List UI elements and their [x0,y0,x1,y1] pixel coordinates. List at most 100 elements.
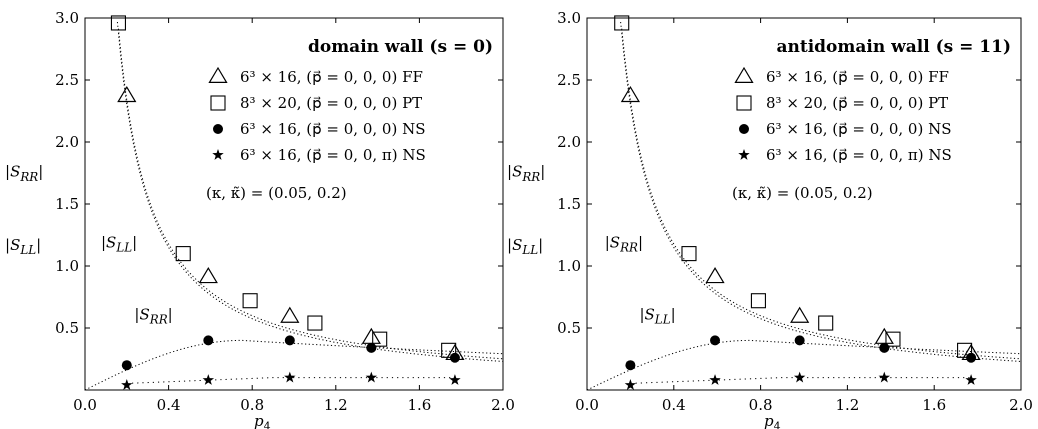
data-point-dot [284,335,295,346]
x-tick-label: 1.6 [407,396,431,414]
fit-curve-pt [621,28,1022,360]
x-tick-label: 1.6 [922,396,946,414]
data-point-square [175,246,191,262]
data-point-square [750,293,766,309]
y-tick-label: 1.0 [557,257,581,275]
data-point-square [614,15,630,31]
y-axis-label-upper: |SRR| [5,163,43,184]
chart-title: antidomain wall (s = 11) [776,37,1011,57]
legend-marker-star [738,149,750,160]
x-axis-label: p4 [764,412,781,429]
data-point-square [372,331,388,347]
y-tick-label: 2.0 [557,133,581,151]
fit-curve-ff [620,21,1022,362]
legend-label: 6³ × 16, (p⃗ = 0, 0, π) NS [766,146,952,164]
y-axis-label-lower: |SLL| [5,236,41,257]
params-label: (κ, κ̃) = (0.05, 0.2) [206,184,347,202]
y-tick-label: 1.5 [55,195,79,213]
data-point-square [957,342,973,358]
legend-marker-star [212,149,224,160]
y-tick-label: 0.5 [55,319,79,337]
fit-curve-ns [586,339,1022,391]
x-tick-label: 1.2 [835,396,859,414]
data-point-star [878,371,890,383]
x-tick-label: 2.0 [1009,396,1033,414]
data-point-square [885,331,901,347]
curve-annotation: |SRR| [605,233,643,254]
x-tick-label: 0.4 [662,396,686,414]
data-point-star [624,379,637,390]
legend-marker-triangle [208,66,228,84]
data-point-dot [203,335,214,346]
data-point-dot [366,342,377,353]
data-point-triangle [280,306,300,323]
legend-label: 6³ × 16, (p⃗ = 0, 0, 0) FF [240,68,423,86]
y-tick-label: 1.0 [55,257,79,275]
y-axis-label-lower: |SLL| [507,236,543,257]
y-tick-label: 2.5 [55,71,79,89]
data-point-triangle [790,306,810,323]
legend-label: 8³ × 20, (p⃗ = 0, 0, 0) PT [240,94,422,112]
data-point-star [449,374,461,385]
y-axis-label-upper: |SRR| [507,163,545,184]
data-point-dot [710,335,721,346]
curve-annotation: |SRR| [134,305,172,326]
data-point-dot [966,352,977,363]
y-tick-label: 2.0 [55,133,79,151]
legend-label: 6³ × 16, (p⃗ = 0, 0, 0) NS [766,120,952,138]
data-point-triangle [705,266,725,284]
fit-curve-ns [84,339,504,391]
data-point-square [818,315,834,331]
data-point-star [202,374,215,385]
legend-label: 6³ × 16, (p⃗ = 0, 0, π) NS [240,146,426,164]
curve-annotation: |SLL| [101,233,137,254]
data-point-square [441,342,457,358]
data-point-star [121,379,133,390]
x-tick-label: 0.8 [749,396,773,414]
data-point-star [709,374,721,385]
legend-marker-dot [213,124,223,134]
y-tick-label: 0.5 [557,319,581,337]
data-point-triangle [198,266,218,284]
x-tick-label: 0.8 [240,396,264,414]
data-point-triangle [874,327,894,344]
legend-marker-square [210,95,226,111]
data-point-square [307,315,323,331]
data-point-square [110,15,126,31]
x-tick-label: 0.4 [157,396,181,414]
params-label: (κ, κ̃) = (0.05, 0.2) [732,184,873,202]
curve-annotation: |SLL| [639,305,675,326]
data-point-triangle [117,85,137,103]
data-point-triangle [620,85,641,103]
chart-svg: 0.0 0.4 0.8 1.2 1.6 2.0 0.5 1.0 1.5 2.0 2.5 3.0 p4 |S… [507,9,1033,429]
x-axis-label: p4 [254,412,271,429]
x-tick-label: 1.2 [324,396,348,414]
y-tick-label: 3.0 [557,9,581,27]
fit-curve-ff [116,21,504,362]
data-point-square [242,293,258,309]
legend-marker-triangle [734,66,754,84]
data-point-star [365,371,378,383]
data-point-square [681,246,697,262]
data-point-dot [879,342,890,353]
legend-marker-dot [739,124,749,134]
y-tick-label: 1.5 [557,195,581,213]
chart-panel-domain-wall: 0.0 0.4 0.8 1.2 1.6 2.0 0.5 1.0 1.5 2.0 2.5 3.0 p4 |S… [5,9,515,429]
x-tick-label: 0.0 [73,396,97,414]
data-point-star [793,371,806,383]
y-tick-label: 2.5 [557,71,581,89]
chart-title: domain wall (s = 0) [308,37,493,57]
data-point-dot [121,360,132,371]
chart-svg: 0.0 0.4 0.8 1.2 1.6 2.0 0.5 1.0 1.5 2.0 2.5 3.0 p4 |S… [5,9,515,429]
legend-label: 6³ × 16, (p⃗ = 0, 0, 0) NS [240,120,426,138]
legend-marker-square [736,95,752,111]
data-point-dot [794,335,805,346]
data-point-triangle [361,327,381,344]
chart-panel-antidomain-wall: 0.0 0.4 0.8 1.2 1.6 2.0 0.5 1.0 1.5 2.0 2.5 3.0 p4 |S… [507,0,1038,429]
data-point-star [965,374,977,385]
x-tick-label: 0.0 [575,396,599,414]
fit-curve-pt [117,28,504,360]
legend-label: 8³ × 20, (p⃗ = 0, 0, 0) PT [766,94,948,112]
x-tick-label: 2.0 [491,396,515,414]
data-point-dot [625,360,636,371]
